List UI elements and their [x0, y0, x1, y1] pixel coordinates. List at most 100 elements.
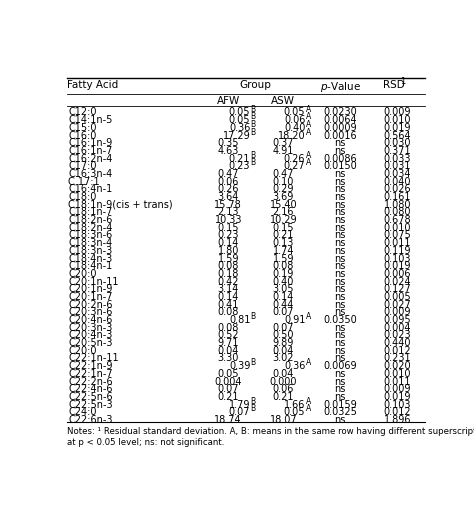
Text: 0.81: 0.81: [229, 315, 250, 325]
Text: C18:1n-9(cis + trans): C18:1n-9(cis + trans): [68, 200, 173, 210]
Text: C16:1n-7: C16:1n-7: [68, 146, 113, 156]
Text: 0.080: 0.080: [383, 208, 411, 217]
Text: 0.19: 0.19: [273, 269, 294, 279]
Text: 0.40: 0.40: [284, 123, 305, 133]
Text: $p$-Value: $p$-Value: [319, 80, 361, 94]
Text: ns: ns: [335, 253, 346, 263]
Text: 0.08: 0.08: [218, 307, 239, 318]
Text: Notes: ¹ Residual standard deviation. A, B: means in the same row having differe: Notes: ¹ Residual standard deviation. A,…: [66, 427, 474, 436]
Text: ns: ns: [335, 269, 346, 279]
Text: 0.05: 0.05: [229, 107, 250, 117]
Text: ns: ns: [335, 376, 346, 387]
Text: 1.79: 1.79: [229, 399, 250, 409]
Text: 0.231: 0.231: [383, 354, 411, 363]
Text: C22:1n-9: C22:1n-9: [68, 361, 113, 371]
Text: 0.004: 0.004: [214, 376, 242, 387]
Text: C20:1n-11: C20:1n-11: [68, 277, 119, 287]
Text: 3.14: 3.14: [218, 284, 239, 294]
Text: 0.010: 0.010: [383, 369, 411, 379]
Text: 0.000: 0.000: [270, 376, 297, 387]
Text: 2.16: 2.16: [273, 208, 294, 217]
Text: 0.05: 0.05: [218, 369, 239, 379]
Text: 0.05: 0.05: [229, 115, 250, 125]
Text: A: A: [306, 120, 311, 129]
Text: 18.20: 18.20: [278, 131, 305, 141]
Text: 0.010: 0.010: [383, 115, 411, 125]
Text: 0.0086: 0.0086: [323, 153, 357, 164]
Text: ns: ns: [335, 208, 346, 217]
Text: 0.08: 0.08: [273, 261, 294, 271]
Text: ns: ns: [335, 354, 346, 363]
Text: B: B: [251, 151, 256, 160]
Text: ns: ns: [335, 230, 346, 241]
Text: 0.019: 0.019: [383, 261, 411, 271]
Text: RSD: RSD: [383, 80, 404, 90]
Text: 0.04: 0.04: [273, 369, 294, 379]
Text: 0.012: 0.012: [383, 346, 411, 356]
Text: A: A: [306, 105, 311, 114]
Text: 0.020: 0.020: [383, 361, 411, 371]
Text: A: A: [306, 358, 311, 367]
Text: 0.371: 0.371: [383, 146, 411, 156]
Text: A: A: [306, 405, 311, 414]
Text: ns: ns: [335, 338, 346, 348]
Text: 0.023: 0.023: [383, 330, 411, 340]
Text: 0.44: 0.44: [273, 299, 294, 310]
Text: ns: ns: [335, 323, 346, 333]
Text: 0.027: 0.027: [383, 299, 411, 310]
Text: 0.0325: 0.0325: [323, 407, 357, 417]
Text: C22:1n-11: C22:1n-11: [68, 354, 119, 363]
Text: 0.21: 0.21: [218, 392, 239, 402]
Text: C22:4n-6: C22:4n-6: [68, 384, 113, 394]
Text: C22:6n-3: C22:6n-3: [68, 415, 113, 425]
Text: 10.33: 10.33: [214, 215, 242, 225]
Text: 0.47: 0.47: [273, 169, 294, 179]
Text: 0.009: 0.009: [383, 307, 411, 318]
Text: C20:5n-3: C20:5n-3: [68, 338, 113, 348]
Text: 3.02: 3.02: [273, 354, 294, 363]
Text: AFW: AFW: [217, 96, 240, 106]
Text: 0.06: 0.06: [218, 177, 239, 187]
Text: B: B: [251, 312, 256, 321]
Text: 0.21: 0.21: [273, 230, 294, 241]
Text: 0.39: 0.39: [229, 361, 250, 371]
Text: C20:0: C20:0: [68, 269, 97, 279]
Text: ns: ns: [335, 384, 346, 394]
Text: 18.07: 18.07: [270, 415, 297, 425]
Text: ns: ns: [335, 223, 346, 233]
Text: ns: ns: [335, 392, 346, 402]
Text: C18:4n-1: C18:4n-1: [68, 261, 113, 271]
Text: 0.36: 0.36: [284, 361, 305, 371]
Text: ns: ns: [335, 346, 346, 356]
Text: ns: ns: [335, 369, 346, 379]
Text: B: B: [251, 405, 256, 414]
Text: 0.012: 0.012: [383, 407, 411, 417]
Text: 1.59: 1.59: [273, 253, 294, 263]
Text: 0.37: 0.37: [273, 138, 294, 148]
Text: B: B: [251, 158, 256, 167]
Text: 18.74: 18.74: [214, 415, 242, 425]
Text: 0.26: 0.26: [218, 184, 239, 194]
Text: 0.21: 0.21: [273, 392, 294, 402]
Text: 0.011: 0.011: [383, 238, 411, 248]
Text: C20:4n-6: C20:4n-6: [68, 315, 113, 325]
Text: 0.0159: 0.0159: [323, 399, 357, 409]
Text: 0.019: 0.019: [383, 123, 411, 133]
Text: ns: ns: [335, 284, 346, 294]
Text: 0.14: 0.14: [273, 292, 294, 302]
Text: C15:0: C15:0: [68, 123, 97, 133]
Text: C20:4n-3: C20:4n-3: [68, 330, 113, 340]
Text: C18:3n-3: C18:3n-3: [68, 246, 113, 256]
Text: 10.29: 10.29: [270, 215, 297, 225]
Text: ns: ns: [335, 330, 346, 340]
Text: C18:2n-6: C18:2n-6: [68, 215, 113, 225]
Text: 0.05: 0.05: [284, 107, 305, 117]
Text: ns: ns: [335, 415, 346, 425]
Text: ns: ns: [335, 192, 346, 202]
Text: 1.80: 1.80: [218, 246, 239, 256]
Text: 17.29: 17.29: [222, 131, 250, 141]
Text: ns: ns: [335, 200, 346, 210]
Text: B: B: [251, 120, 256, 129]
Text: A: A: [306, 312, 311, 321]
Text: 1.080: 1.080: [383, 200, 411, 210]
